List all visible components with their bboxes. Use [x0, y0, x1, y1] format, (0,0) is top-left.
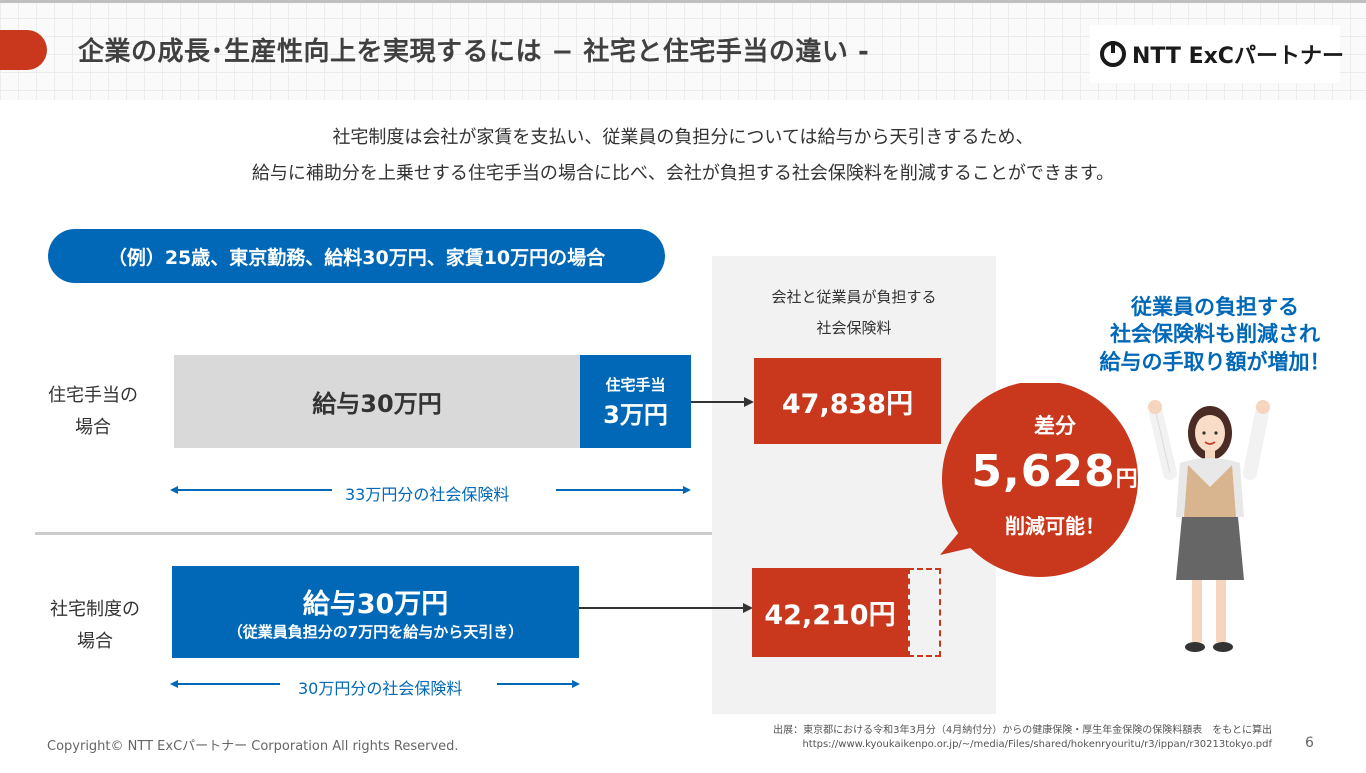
page-number: 6: [1305, 735, 1314, 751]
range-line-left-company: [176, 683, 280, 685]
copyright-text: Copyright© NTT ExCパートナー Corporation All …: [47, 739, 459, 754]
row-label-company-line1: 社宅制度の: [50, 599, 140, 620]
right-message-line2: 社会保険料も削減され: [1110, 322, 1320, 346]
range-label-allowance: 33万円分の社会保険料: [345, 485, 510, 504]
arrow-line-allowance: [691, 401, 745, 403]
panel-heading-1: 会社と従業員が負担する: [771, 288, 937, 306]
range-arrow-right-allowance: [683, 486, 691, 494]
source-url: https://www.kyoukaikenpo.or.jp/~/media/F…: [802, 739, 1272, 750]
row-label-allowance: 住宅手当の 場合: [38, 380, 148, 444]
reduction-dashed-box: [908, 568, 941, 657]
row-label-allowance-line1: 住宅手当の: [48, 385, 138, 406]
badge-amount-value: 5,628: [971, 446, 1116, 497]
allowance-bar: 住宅手当 3万円: [580, 355, 691, 448]
logo-text: NTT ExCパートナー: [1132, 44, 1344, 69]
allowance-label: 住宅手当: [605, 375, 666, 394]
happy-employee-illustration: [1148, 400, 1270, 652]
panel-heading-2: 社会保険料: [816, 319, 892, 337]
title-accent-tab: [0, 30, 47, 70]
badge-amount-unit: 円: [1115, 467, 1139, 492]
salary-bar-company: 給与30万円 （従業員負担分の7万円を給与から天引き）: [172, 566, 579, 658]
salary-note-company: （従業員負担分の7万円を給与から天引き）: [227, 623, 524, 641]
arrow-head-allowance: [744, 397, 754, 407]
example-pill: （例）25歳、東京勤務、給料30万円、家賃10万円の場合: [48, 229, 665, 283]
arrow-line-company: [579, 607, 744, 609]
logo-container: [1090, 25, 1340, 83]
salary-label-allowance: 給与30万円: [312, 390, 442, 418]
row-label-company: 社宅制度の 場合: [40, 594, 150, 658]
premium-amount-allowance: 47,838円: [781, 388, 914, 420]
right-message-line3: 給与の手取り額が増加！: [1099, 350, 1331, 374]
range-arrow-left-company: [170, 680, 178, 688]
page-title: 企業の成長･生産性向上を実現するには − 社宅と住宅手当の違い -: [78, 37, 870, 67]
source-note: 出展：東京都における令和3年3月分（4月納付分）からの健康保険・厚生年金保険の保…: [773, 725, 1272, 736]
difference-badge: [940, 383, 1138, 577]
logo-ring-icon: [1100, 41, 1126, 67]
range-arrow-right-company: [572, 680, 580, 688]
row-label-allowance-line2: 場合: [75, 417, 111, 438]
badge-bottom-label: 削減可能！: [1005, 514, 1105, 538]
company-logo: NTT ExCパートナー: [1100, 38, 1344, 70]
row-label-company-line2: 場合: [77, 631, 113, 652]
top-border: [0, 0, 1366, 3]
salary-label-company: 給与30万円: [302, 589, 449, 620]
range-line-left-allowance: [176, 489, 332, 491]
right-message-line1: 従業員の負担する: [1131, 295, 1299, 319]
salary-bar-allowance: 給与30万円: [174, 355, 580, 448]
badge-amount: 5,628円: [955, 446, 1155, 497]
allowance-amount: 3万円: [603, 400, 668, 429]
arrow-head-company: [743, 603, 753, 613]
row-divider: [35, 532, 712, 535]
range-line-right-company: [497, 683, 573, 685]
premium-box-allowance: 47,838円: [754, 358, 941, 444]
range-arrow-left-allowance: [170, 486, 178, 494]
intro-line-1: 社宅制度は会社が家賃を支払い、従業員の負担分については給与から天引きするため、: [332, 127, 1034, 148]
premium-box-company: 42,210円: [752, 568, 908, 657]
range-line-right-allowance: [556, 489, 684, 491]
badge-top-label: 差分: [1034, 414, 1076, 438]
range-label-company: 30万円分の社会保険料: [298, 679, 463, 698]
intro-line-2: 給与に補助分を上乗せする住宅手当の場合に比べ、会社が負担する社会保険料を削減する…: [251, 163, 1115, 184]
premium-amount-company: 42,210円: [764, 600, 896, 631]
